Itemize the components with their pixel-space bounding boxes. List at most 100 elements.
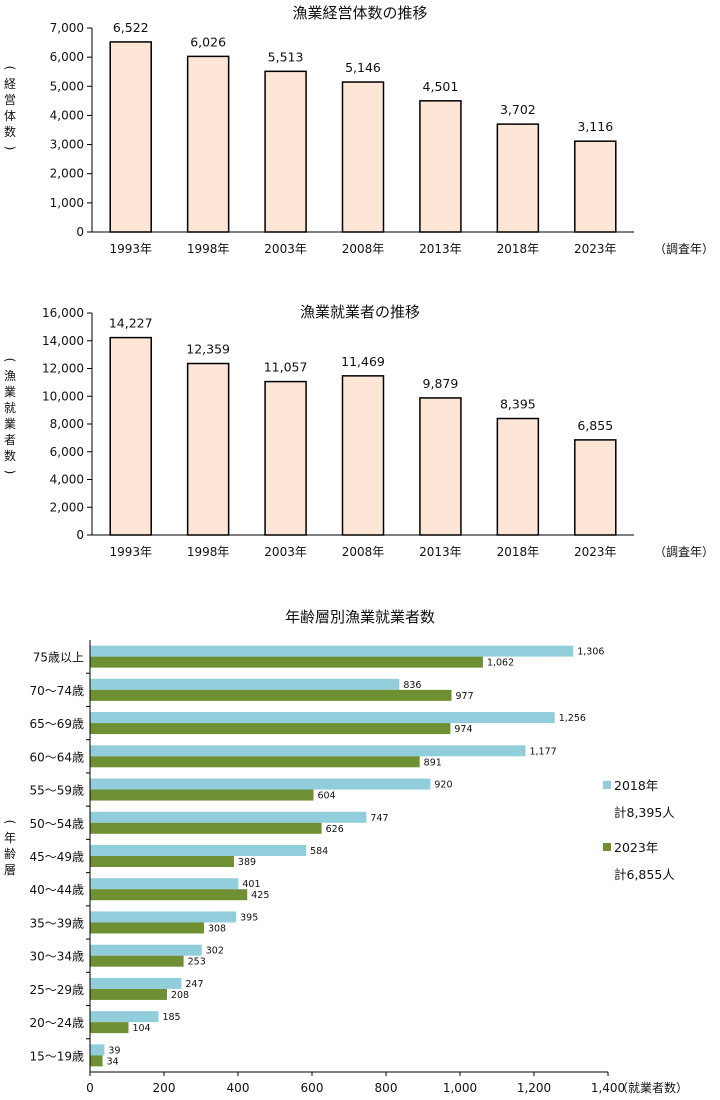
bar-value-label: 425 bbox=[251, 890, 269, 901]
y-tick-label: 0 bbox=[76, 225, 84, 239]
bar-2018年 bbox=[90, 1011, 159, 1023]
bar-2018年 bbox=[90, 911, 237, 923]
bar-value-label: 604 bbox=[317, 791, 335, 802]
bar-2018年 bbox=[90, 778, 431, 790]
bar-value-label: 302 bbox=[206, 946, 224, 957]
x-tick-label: 2018年 bbox=[497, 545, 540, 559]
bar-2018年 bbox=[90, 977, 182, 989]
bar-value-label: 626 bbox=[326, 824, 344, 835]
bar-value-label: 836 bbox=[403, 680, 421, 691]
bar bbox=[264, 70, 307, 233]
bar-2023年 bbox=[90, 922, 204, 934]
y-category-label: 60～64歳 bbox=[29, 750, 84, 764]
x-tick-label: 200 bbox=[153, 1081, 176, 1095]
x-tick-label: 400 bbox=[227, 1081, 250, 1095]
bar-2023年 bbox=[90, 856, 234, 867]
bar-2023年 bbox=[90, 822, 322, 834]
legend-swatch bbox=[603, 781, 611, 789]
bar-value-label: 1,256 bbox=[559, 713, 586, 724]
legend-label: 2023年 bbox=[614, 840, 658, 855]
y-category-label: 30～34歳 bbox=[29, 950, 84, 964]
y-axis-title-char: 者 bbox=[4, 433, 16, 447]
y-category-label: 45～49歳 bbox=[29, 850, 84, 864]
y-tick-label: 3,000 bbox=[50, 138, 84, 152]
x-tick-label: 1,200 bbox=[517, 1081, 551, 1095]
bar-value-label: 920 bbox=[434, 780, 452, 791]
legend-swatch bbox=[603, 843, 611, 851]
bar-chart-2: 漁業就業者の推移 0 2,000 4,000 6,000 8,000 10,000 12,00… bbox=[3, 303, 714, 559]
bar-value-label: 5,513 bbox=[268, 49, 304, 64]
y-tick-label: 1,000 bbox=[50, 196, 84, 210]
bar-2023年 bbox=[90, 1022, 129, 1034]
bar-value-label: 12,359 bbox=[186, 342, 230, 357]
bar-value-label: 401 bbox=[242, 879, 260, 890]
bar-value-label: 8,395 bbox=[500, 397, 536, 412]
y-axis-title-char: 年 bbox=[4, 831, 16, 845]
bar-value-label: 185 bbox=[162, 1012, 180, 1023]
x-tick-label: 0 bbox=[86, 1081, 94, 1095]
y-tick-label: 0 bbox=[76, 528, 84, 542]
bar-2018年 bbox=[90, 712, 555, 724]
legend-label: 2018年 bbox=[614, 778, 658, 793]
bar-value-label: 1,062 bbox=[487, 658, 514, 669]
y-tick-label: 6,000 bbox=[50, 50, 84, 64]
bar-2018年 bbox=[90, 811, 367, 823]
y-axis-title-char: 層 bbox=[4, 863, 16, 877]
y-tick-label: 10,000 bbox=[42, 389, 84, 403]
bar-2018年 bbox=[90, 944, 202, 956]
bar-value-label: 253 bbox=[188, 957, 206, 968]
bar-value-label: 3,702 bbox=[500, 102, 536, 117]
bar-value-label: 247 bbox=[185, 979, 203, 990]
y-axis-paren-close: ) bbox=[3, 146, 17, 151]
bar bbox=[341, 81, 385, 233]
y-category-label: 75歳以上 bbox=[33, 651, 84, 665]
legend-total: 計8,395人 bbox=[614, 805, 675, 820]
y-tick-label: 14,000 bbox=[42, 334, 84, 348]
bar-value-label: 6,522 bbox=[113, 20, 149, 35]
x-tick-label: 2008年 bbox=[342, 242, 385, 256]
bar-2023年 bbox=[90, 1055, 103, 1067]
x-tick-label: 1,400 bbox=[591, 1081, 625, 1095]
bar bbox=[109, 336, 152, 536]
bar bbox=[341, 375, 385, 536]
chart-title: 漁業経営体数の推移 bbox=[292, 4, 427, 22]
bar bbox=[574, 439, 617, 536]
bar-value-label: 4,501 bbox=[423, 79, 459, 94]
bar bbox=[574, 140, 617, 233]
y-category-label: 40～44歳 bbox=[29, 883, 84, 897]
y-axis-title-char: 数 bbox=[4, 124, 16, 139]
bar-2023年 bbox=[90, 756, 420, 768]
bar-value-label: 395 bbox=[240, 912, 258, 923]
bar-2018年 bbox=[90, 745, 526, 757]
x-tick-label: 800 bbox=[375, 1081, 398, 1095]
y-axis-paren-open: ( bbox=[3, 820, 17, 825]
bar-2018年 bbox=[90, 845, 307, 856]
y-axis-paren-open: ( bbox=[3, 358, 17, 363]
x-tick-label: 1998年 bbox=[187, 242, 230, 256]
bar-value-label: 34 bbox=[107, 1056, 119, 1067]
bar bbox=[186, 55, 230, 233]
x-tick-label: 1993年 bbox=[109, 545, 152, 559]
bar-value-label: 977 bbox=[455, 691, 473, 702]
bar-value-label: 6,855 bbox=[577, 418, 613, 433]
y-axis-title-char: 業 bbox=[4, 417, 16, 431]
bar bbox=[419, 100, 462, 233]
x-tick-label: 2023年 bbox=[574, 242, 617, 256]
bar-2023年 bbox=[90, 988, 167, 1000]
bar-value-label: 5,146 bbox=[345, 60, 381, 75]
bar-chart-3: 年齢層別漁業就業者数 75歳以上 1,306 1,062 70～74歳 836 977 65～… bbox=[3, 608, 688, 1095]
x-axis-title: （就業者数） bbox=[616, 1080, 688, 1095]
bar bbox=[496, 417, 540, 536]
y-category-label: 65～69歳 bbox=[29, 717, 84, 731]
y-category-label: 25～29歳 bbox=[29, 983, 84, 997]
x-tick-label: 2018年 bbox=[497, 242, 540, 256]
x-tick-label: 2013年 bbox=[419, 545, 462, 559]
bar-value-label: 6,026 bbox=[190, 34, 226, 49]
y-tick-label: 5,000 bbox=[50, 79, 84, 93]
chart-title: 漁業就業者の推移 bbox=[300, 303, 420, 321]
bar bbox=[496, 123, 540, 233]
legend-total: 計6,855人 bbox=[614, 867, 675, 882]
bar-value-label: 891 bbox=[424, 757, 442, 768]
y-tick-label: 8,000 bbox=[50, 417, 84, 431]
